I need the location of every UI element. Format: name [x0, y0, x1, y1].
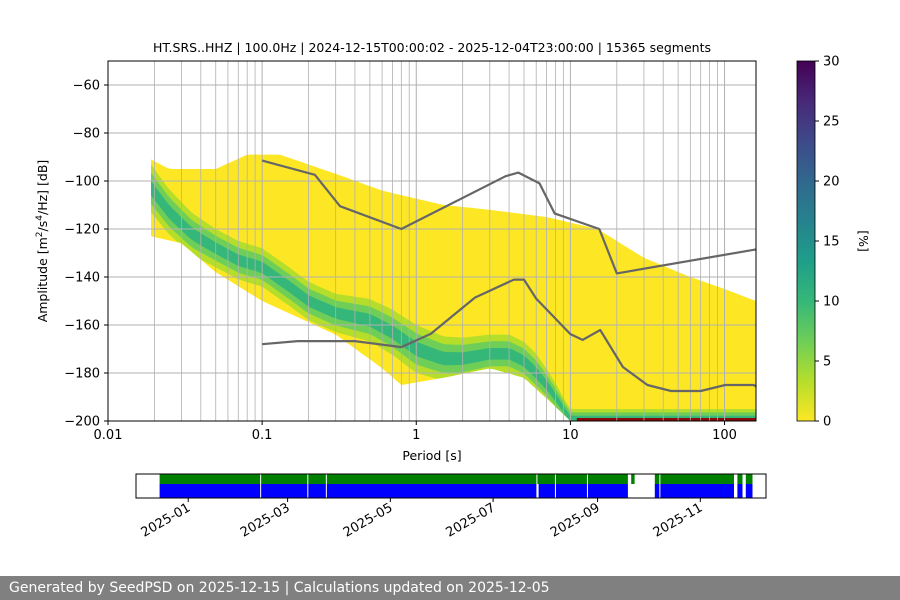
- coverage-segment-blue: [654, 484, 734, 498]
- y-tick-label: −100: [64, 175, 100, 190]
- x-tick-label: 100: [712, 428, 737, 443]
- y-tick-label: −200: [64, 415, 100, 430]
- y-tick-label: −80: [73, 127, 100, 142]
- timeline: 2025-01 2025-03 2025-05 2025-07 2025-09 2025-…: [135, 473, 767, 541]
- colorbar-tick-label: 15: [823, 235, 840, 250]
- colorbar-tick-label: 25: [823, 115, 840, 130]
- coverage-segment-green: [631, 474, 635, 484]
- chart-title: HT.SRS..HHZ | 100.0Hz | 2024-12-15T00:00…: [153, 40, 711, 55]
- coverage-segment-blue: [745, 484, 753, 498]
- psd-floor-strip: [576, 418, 756, 421]
- coverage-segment-green: [745, 474, 753, 484]
- x-tick-label: 10: [562, 428, 579, 443]
- x-tick-label: 1: [412, 428, 420, 443]
- footer-text: Generated by SeedPSD on 2025-12-15 | Cal…: [9, 580, 550, 596]
- psd-band-5-8pct: [151, 172, 756, 421]
- coverage-segment-blue: [159, 484, 537, 498]
- timeline-date-ticks: 2025-01 2025-03 2025-05 2025-07 2025-09 2025-…: [139, 498, 706, 541]
- y-tick-label: −60: [73, 79, 100, 94]
- noise-model-curves: [261, 159, 756, 393]
- y-axis-label: Amplitude [m2/s4/Hz] [dB]: [35, 160, 50, 323]
- y-tick-label: −160: [64, 319, 100, 334]
- colorbar: 0 5 10 15 20 25 30 [%]: [796, 55, 871, 430]
- psd-heatmap: [151, 154, 756, 421]
- x-tick-label: 0.1: [252, 428, 273, 443]
- y-axis-ticks: −60 −80 −100 −120 −140 −160 −180 −200: [64, 79, 108, 430]
- timeline-frame: [135, 473, 767, 499]
- colorbar-tick-label: 20: [823, 175, 840, 190]
- plot-frame: [107, 60, 757, 422]
- x-axis-ticks: 0.01 0.1 1 10 100: [94, 421, 737, 443]
- curve-nhnm: [261, 159, 756, 275]
- colorbar-tick-label: 0: [823, 415, 831, 430]
- colorbar-tick-label: 5: [823, 355, 831, 370]
- y-tick-label: −180: [64, 367, 100, 382]
- date-tick-label: 2025-05: [341, 500, 396, 540]
- y-tick-label: −140: [64, 271, 100, 286]
- colorbar-ticks: 0 5 10 15 20 25 30: [815, 55, 840, 430]
- date-tick-label: 2025-09: [548, 500, 603, 540]
- colorbar-tick-label: 10: [823, 295, 840, 310]
- x-tick-label: 0.01: [94, 428, 123, 443]
- coverage-segment-green: [737, 474, 743, 484]
- colorbar-tick-label: 30: [823, 55, 840, 70]
- footer-bar: Generated by SeedPSD on 2025-12-15 | Cal…: [0, 576, 900, 600]
- colorbar-label: [%]: [856, 230, 871, 252]
- date-tick-label: 2025-11: [651, 500, 706, 540]
- coverage-segment-blue: [737, 484, 743, 498]
- date-tick-label: 2025-01: [139, 500, 194, 540]
- curve-nlnm: [262, 278, 756, 393]
- coverage-segment-green: [654, 474, 734, 484]
- coverage-segment-green: [159, 474, 628, 484]
- date-tick-label: 2025-07: [444, 500, 499, 540]
- plot-area: 0.01 0.1 1 10 100 −60 −80 −100 −120 −140 −160 −180…: [64, 60, 757, 443]
- colorbar-gradient: [796, 60, 816, 422]
- y-tick-label: −120: [64, 223, 100, 238]
- date-tick-label: 2025-03: [238, 500, 293, 540]
- psd-band-0-2pct: [151, 154, 756, 421]
- x-axis-label: Period [s]: [402, 448, 461, 463]
- grid: [108, 61, 756, 421]
- coverage-segment-blue: [538, 484, 628, 498]
- timeline-segments: [159, 474, 753, 498]
